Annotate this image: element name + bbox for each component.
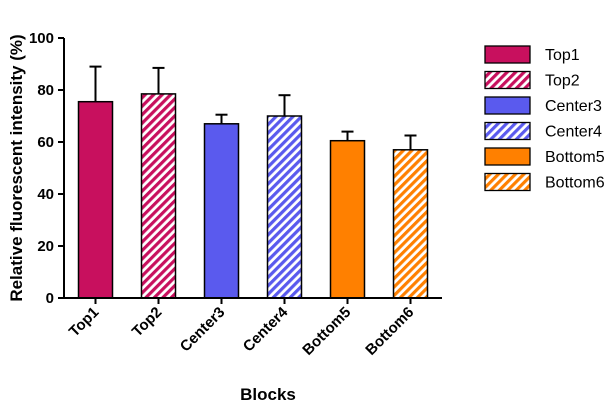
x-tick-label: Bottom5 (299, 304, 354, 359)
x-axis-title: Blocks (240, 385, 296, 404)
legend-label: Bottom5 (545, 149, 605, 166)
legend-label: Center4 (545, 124, 602, 141)
legend-swatch (484, 172, 531, 192)
y-tick-label: 100 (29, 30, 54, 47)
bar-top2 (140, 93, 177, 299)
legend-label: Top1 (545, 47, 580, 64)
legend-item-center3: Center3 (484, 96, 602, 115)
legend-label: Center3 (545, 98, 602, 115)
legend-swatch (484, 121, 531, 141)
x-tick-label: Top1 (66, 304, 103, 341)
legend-item-bottom6: Bottom6 (484, 172, 605, 192)
y-axis-title: Relative fluorescent intensity (%) (7, 34, 26, 301)
legend-label: Top2 (545, 73, 580, 90)
legend-swatch (484, 70, 531, 90)
x-tick-label: Top2 (129, 304, 166, 341)
y-tick-label: 60 (37, 134, 54, 151)
legend-swatch (484, 147, 531, 166)
legend-item-bottom5: Bottom5 (484, 147, 605, 166)
bar-center3 (203, 123, 240, 299)
legend: Top1 Top2 Center3 Center4 Bottom5 Bottom6 (484, 45, 605, 192)
legend-label: Bottom6 (545, 175, 605, 192)
legend-item-center4: Center4 (484, 121, 602, 141)
bars-group (77, 93, 429, 299)
bar-bottom5 (329, 139, 366, 299)
legend-swatch (484, 96, 531, 115)
bar-top1 (77, 100, 114, 299)
y-tick-label: 20 (37, 238, 54, 255)
y-tick-label: 80 (37, 82, 54, 99)
y-tick-label: 0 (46, 290, 54, 307)
x-tick-label: Bottom6 (362, 304, 417, 359)
bar-bottom6 (392, 149, 429, 299)
x-tick-label: Center3 (177, 304, 229, 356)
legend-item-top2: Top2 (484, 70, 580, 90)
legend-item-top1: Top1 (484, 45, 580, 64)
error-bars-group (89, 65, 417, 150)
legend-swatch (484, 45, 531, 64)
bar-center4 (266, 115, 303, 299)
x-tick-label: Center4 (240, 303, 292, 355)
y-tick-label: 40 (37, 186, 54, 203)
